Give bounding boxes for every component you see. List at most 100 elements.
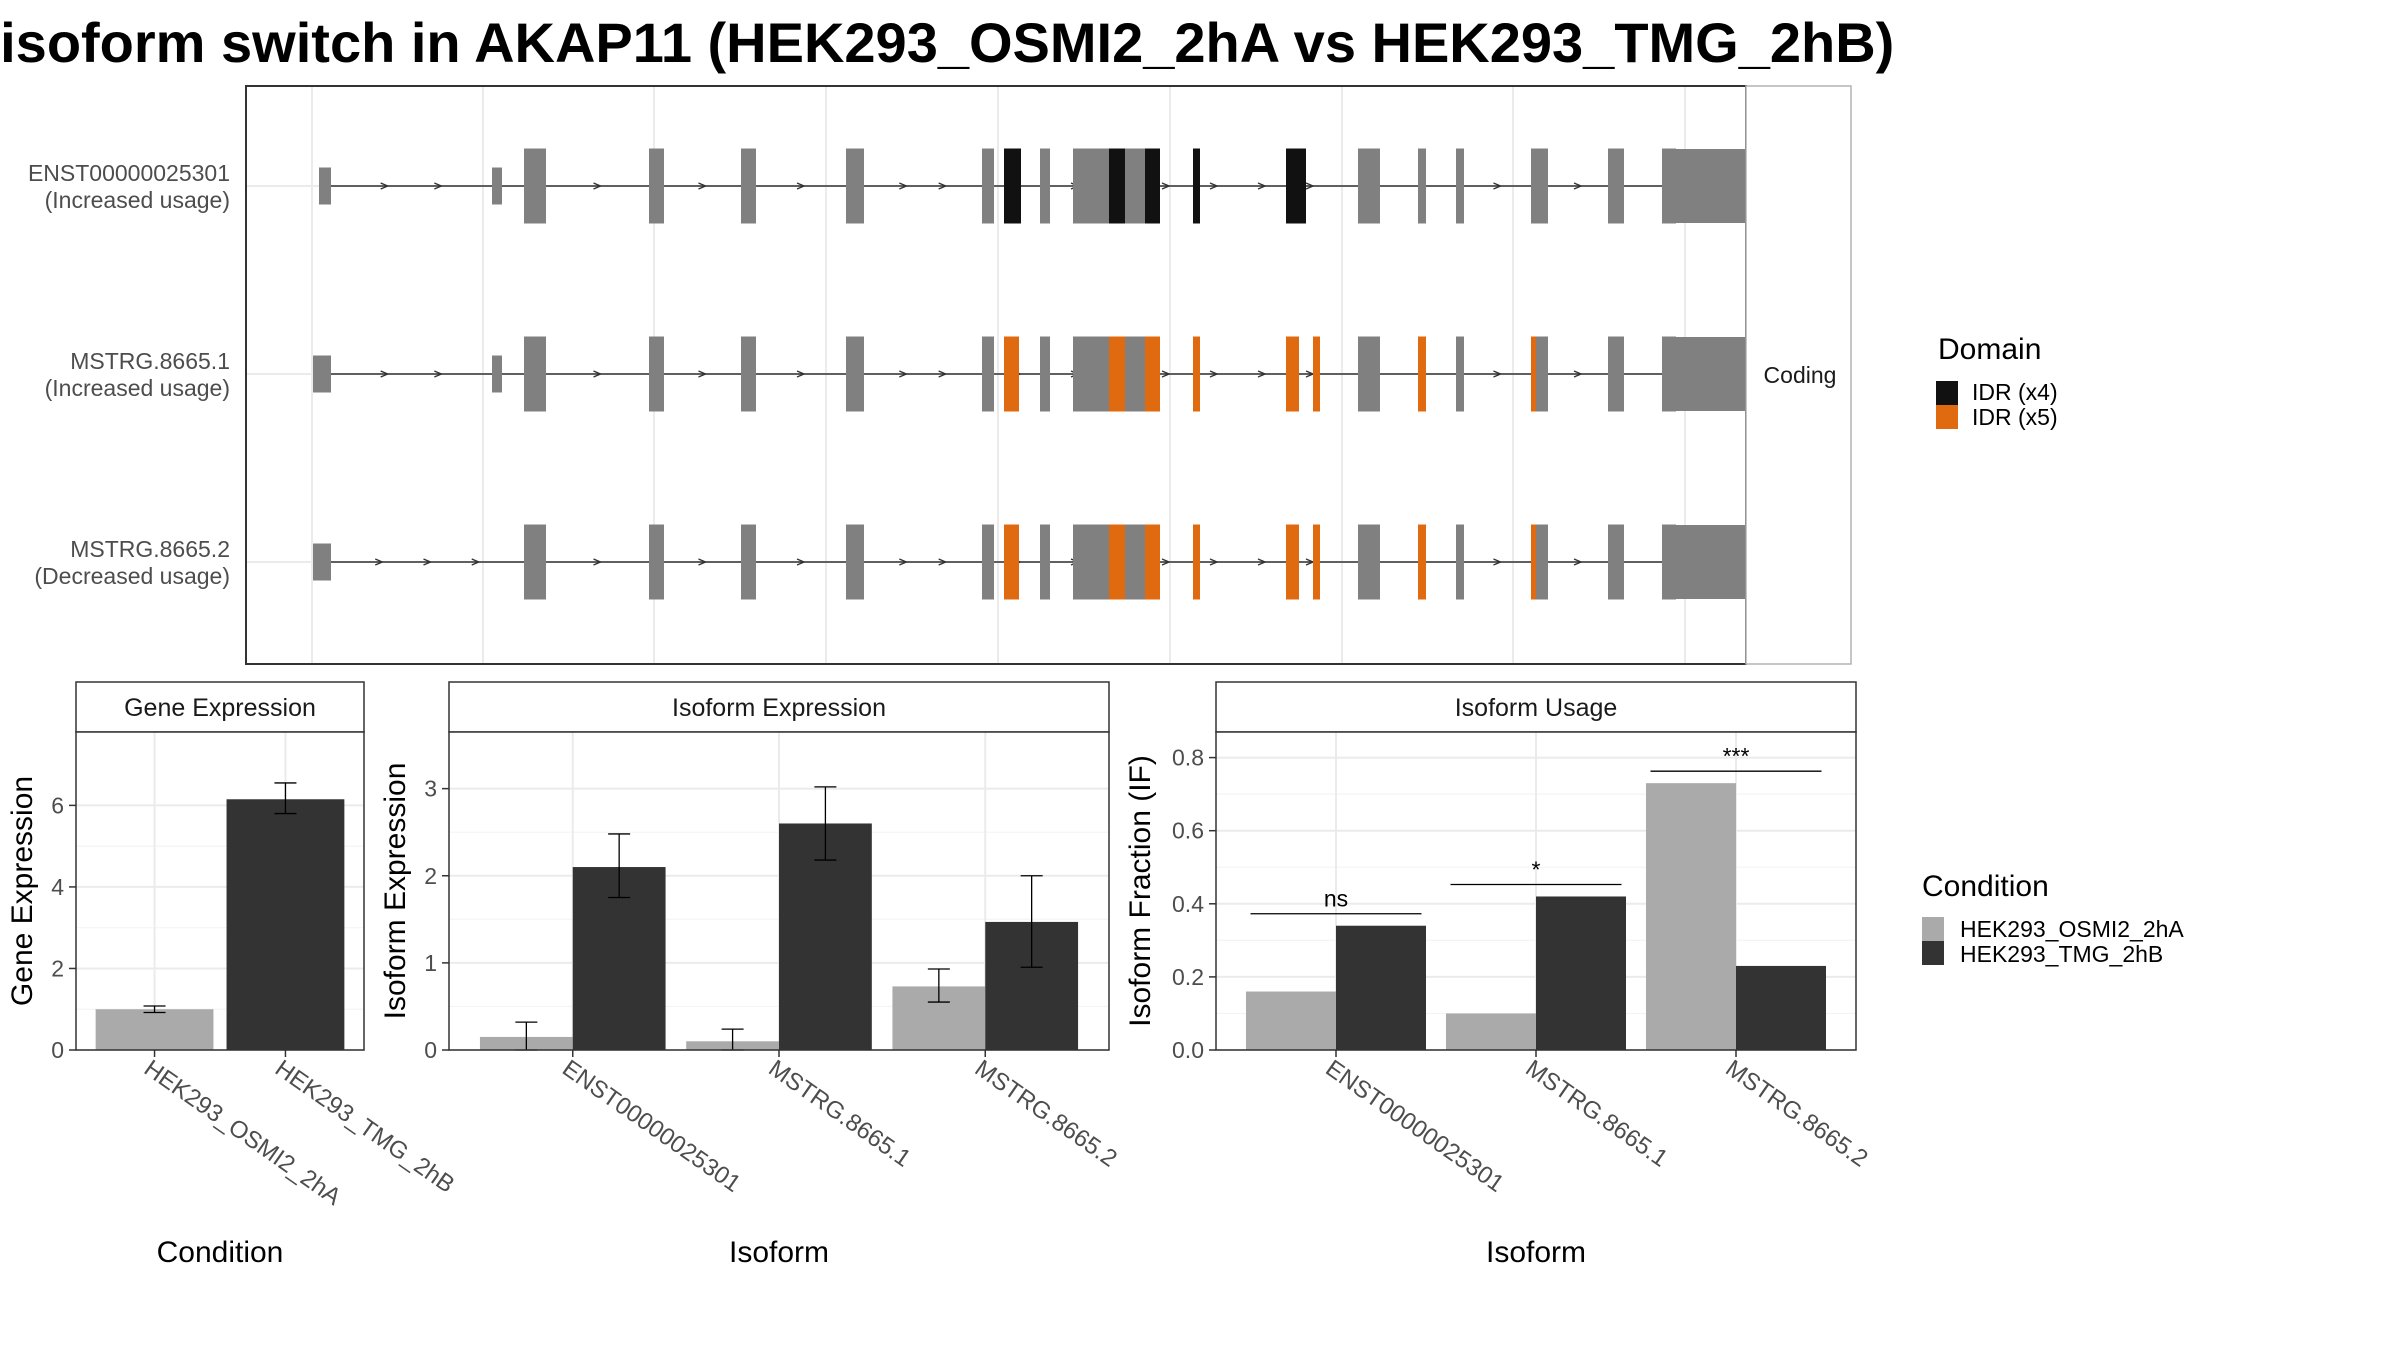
coding-exon <box>524 148 534 224</box>
coding-exon <box>1456 148 1464 224</box>
coding-exon <box>1456 524 1464 600</box>
domain-idr-x5 <box>1313 336 1320 412</box>
domain-idr-x5 <box>1531 336 1536 412</box>
intron-arrow <box>1209 182 1219 190</box>
intron-arrow <box>593 370 603 378</box>
domain-idr-x4 <box>1286 148 1306 224</box>
y-tick-label: 2 <box>424 863 437 889</box>
intron-arrow <box>434 370 444 378</box>
condition-legend-label-1: HEK293_OSMI2_2hA <box>1960 916 2184 942</box>
intron-arrow <box>899 558 909 566</box>
bar <box>1246 991 1336 1050</box>
coding-exon <box>649 524 664 600</box>
utr-exon <box>319 167 331 205</box>
isoform-label-3: MSTRG.8665.2 <box>70 536 230 562</box>
isoform-expression-x-ticks: ENST00000025301 MSTRG.8665.1 MSTRG.8665.2 <box>557 1050 1122 1198</box>
coding-exon <box>534 148 546 224</box>
condition-legend-swatch-1 <box>1922 917 1944 941</box>
intron-arrow <box>1257 370 1267 378</box>
coding-exon <box>1358 524 1380 600</box>
figure-title: The isoform switch in AKAP11 (HEK293_OSM… <box>0 11 1895 74</box>
isoform-expression-plot-border <box>448 731 1110 1051</box>
coding-exon <box>846 148 864 224</box>
intron-arrow <box>899 370 909 378</box>
x-tick-label: MSTRG.8665.1 <box>1521 1055 1673 1173</box>
isoform-usage-strip <box>1215 681 1857 733</box>
isoform-usage-bars <box>1246 783 1826 1050</box>
domain-legend-title: Domain <box>1938 333 2041 366</box>
coding-exon <box>1608 148 1624 224</box>
x-tick-label: MSTRG.8665.2 <box>1721 1055 1873 1173</box>
domain-idr-x5 <box>1286 524 1299 600</box>
intron-arrow <box>471 558 481 566</box>
transcript-panel: ENST00000025301 (Increased usage) MSTRG.… <box>28 85 1852 665</box>
intron-arrow <box>1209 558 1219 566</box>
x-tick-label: ENST00000025301 <box>1321 1055 1509 1198</box>
domain-idr-x4 <box>1004 148 1021 224</box>
intron-arrow <box>380 370 390 378</box>
isoform-usage-chart: Isoform Usage ns**** 0.00.20.40.60.8 ENS… <box>1124 681 1873 1269</box>
domain-idr-x5 <box>1109 336 1125 412</box>
isoform-expression-y-axis-label: Isoform Expression <box>379 763 412 1020</box>
isoform-label-2: MSTRG.8665.1 <box>70 348 230 374</box>
intron-arrow <box>593 182 603 190</box>
coding-exon <box>524 524 534 600</box>
y-tick-label: 0 <box>424 1037 437 1063</box>
intron-arrow <box>1257 558 1267 566</box>
isoform-usage-x-axis-label: Isoform <box>1486 1236 1586 1269</box>
coding-exon <box>1040 336 1050 412</box>
significance-label: *** <box>1723 743 1750 769</box>
domain-idr-x5 <box>1531 524 1536 600</box>
coding-exon <box>649 148 664 224</box>
domain-idr-x5 <box>1418 524 1426 600</box>
coding-exon <box>741 336 756 412</box>
y-tick-label: 0.4 <box>1172 891 1204 917</box>
coding-exon <box>846 336 864 412</box>
coding-exon <box>1040 148 1050 224</box>
isoform-usage-label-1: (Increased usage) <box>45 187 230 213</box>
x-tick-label: MSTRG.8665.2 <box>970 1055 1122 1173</box>
coding-exon <box>524 336 534 412</box>
intron-arrow <box>1305 182 1315 190</box>
bar <box>779 823 872 1050</box>
coding-exon <box>1662 336 1676 412</box>
intron-arrow <box>1573 558 1583 566</box>
isoform-usage-x-ticks: ENST00000025301 MSTRG.8665.1 MSTRG.8665.2 <box>1321 1050 1873 1198</box>
domain-idr-x4 <box>1145 148 1160 224</box>
bar <box>95 1009 214 1050</box>
isoform-usage-y-ticks: 0.0 0.2 0.4 0.6 0.8 <box>1172 745 1216 1063</box>
isoform-expression-bars <box>479 786 1079 1051</box>
intron-arrow <box>1493 370 1503 378</box>
y-tick-label: 6 <box>51 792 64 818</box>
condition-legend: Condition HEK293_OSMI2_2hA HEK293_TMG_2h… <box>1922 870 2184 967</box>
x-tick-label: ENST00000025301 <box>557 1055 745 1198</box>
intron-arrow <box>380 182 390 190</box>
domain-legend-label-1: IDR (x4) <box>1972 379 2058 405</box>
x-tick-label: MSTRG.8665.1 <box>764 1055 916 1173</box>
domain-idr-x5 <box>1004 524 1019 600</box>
coding-exon <box>1418 148 1426 224</box>
coding-exon <box>1456 336 1464 412</box>
isoform-usage-strip-title: Isoform Usage <box>1455 694 1618 722</box>
domain-idr-x5 <box>1145 336 1160 412</box>
domain-idr-x4 <box>1193 148 1200 224</box>
intron-arrow <box>593 558 603 566</box>
coding-exon <box>982 524 994 600</box>
gene-expression-y-axis-label: Gene Expression <box>6 776 39 1006</box>
y-tick-label: 4 <box>51 874 64 900</box>
isoform-usage-label-3: (Decreased usage) <box>34 563 230 589</box>
isoform-usage-plot-border <box>1215 731 1857 1051</box>
domain-idr-x5 <box>1145 524 1160 600</box>
coding-exon <box>1358 148 1380 224</box>
transcript-rows <box>313 148 1780 600</box>
intron-arrow <box>698 370 708 378</box>
coding-exon <box>982 336 994 412</box>
domain-legend-swatch-2 <box>1936 405 1958 429</box>
coding-exon <box>982 148 994 224</box>
domain-idr-x5 <box>1193 524 1200 600</box>
domain-idr-x5 <box>1193 336 1200 412</box>
y-tick-label: 0.2 <box>1172 964 1204 990</box>
domain-idr-x5 <box>1004 336 1019 412</box>
